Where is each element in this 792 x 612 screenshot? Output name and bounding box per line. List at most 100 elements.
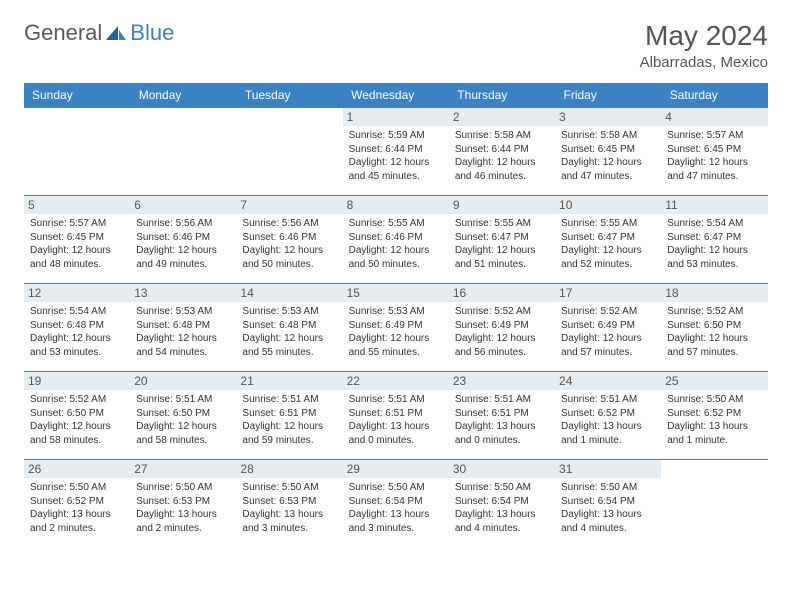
calendar-day: 12Sunrise: 5:54 AMSunset: 6:48 PMDayligh…: [24, 284, 130, 372]
daylight-text-1: Daylight: 13 hours: [561, 420, 655, 434]
sunrise-text: Sunrise: 5:50 AM: [349, 481, 443, 495]
daylight-text-1: Daylight: 12 hours: [561, 244, 655, 258]
day-info: Sunrise: 5:51 AMSunset: 6:51 PMDaylight:…: [349, 393, 443, 447]
day-info: Sunrise: 5:52 AMSunset: 6:50 PMDaylight:…: [667, 305, 761, 359]
daylight-text-1: Daylight: 12 hours: [561, 156, 655, 170]
day-info: Sunrise: 5:50 AMSunset: 6:54 PMDaylight:…: [561, 481, 655, 535]
day-header-row: Sunday Monday Tuesday Wednesday Thursday…: [24, 83, 768, 108]
sunset-text: Sunset: 6:46 PM: [242, 231, 336, 245]
daylight-text-1: Daylight: 12 hours: [667, 332, 761, 346]
calendar-table: Sunday Monday Tuesday Wednesday Thursday…: [24, 83, 768, 548]
daylight-text-1: Daylight: 13 hours: [30, 508, 124, 522]
daylight-text-1: Daylight: 12 hours: [242, 244, 336, 258]
sunset-text: Sunset: 6:53 PM: [136, 495, 230, 509]
sunset-text: Sunset: 6:50 PM: [30, 407, 124, 421]
day-number: 30: [449, 460, 555, 478]
day-info: Sunrise: 5:55 AMSunset: 6:47 PMDaylight:…: [455, 217, 549, 271]
day-info: Sunrise: 5:58 AMSunset: 6:44 PMDaylight:…: [455, 129, 549, 183]
daylight-text-2: and 45 minutes.: [349, 170, 443, 184]
daylight-text-2: and 50 minutes.: [242, 258, 336, 272]
daylight-text-1: Daylight: 13 hours: [349, 508, 443, 522]
calendar-day: 24Sunrise: 5:51 AMSunset: 6:52 PMDayligh…: [555, 372, 661, 460]
sunset-text: Sunset: 6:54 PM: [561, 495, 655, 509]
sunset-text: Sunset: 6:51 PM: [349, 407, 443, 421]
sunset-text: Sunset: 6:47 PM: [667, 231, 761, 245]
title-block: May 2024 Albarradas, Mexico: [640, 20, 768, 71]
sunrise-text: Sunrise: 5:58 AM: [561, 129, 655, 143]
daylight-text-2: and 2 minutes.: [30, 522, 124, 536]
daylight-text-1: Daylight: 13 hours: [136, 508, 230, 522]
daylight-text-2: and 4 minutes.: [561, 522, 655, 536]
calendar-day: 4Sunrise: 5:57 AMSunset: 6:45 PMDaylight…: [661, 108, 767, 196]
sunset-text: Sunset: 6:48 PM: [30, 319, 124, 333]
calendar-day: 22 Sunrise: 5:51 AMSunset: 6:51 PMDayligh…: [343, 372, 449, 460]
day-number: 22: [343, 372, 449, 390]
day-number: 27: [130, 460, 236, 478]
day-info: Sunrise: 5:52 AMSunset: 6:49 PMDaylight:…: [455, 305, 549, 359]
day-number: 13: [130, 284, 236, 302]
day-info: Sunrise: 5:51 AMSunset: 6:52 PMDaylight:…: [561, 393, 655, 447]
daylight-text-1: Daylight: 12 hours: [136, 332, 230, 346]
calendar-day: 13Sunrise: 5:53 AMSunset: 6:48 PMDayligh…: [130, 284, 236, 372]
day-info: Sunrise: 5:52 AMSunset: 6:50 PMDaylight:…: [30, 393, 124, 447]
calendar-day: 16Sunrise: 5:52 AMSunset: 6:49 PMDayligh…: [449, 284, 555, 372]
day-header: Wednesday: [343, 83, 449, 108]
sunset-text: Sunset: 6:49 PM: [349, 319, 443, 333]
sunset-text: Sunset: 6:49 PM: [561, 319, 655, 333]
calendar-day: 11 Sunrise: 5:54 AMSunset: 6:47 PMDayligh…: [661, 196, 767, 284]
sunset-text: Sunset: 6:49 PM: [455, 319, 549, 333]
daylight-text-2: and 2 minutes.: [136, 522, 230, 536]
sunset-text: Sunset: 6:51 PM: [242, 407, 336, 421]
daylight-text-2: and 46 minutes.: [455, 170, 549, 184]
sunrise-text: Sunrise: 5:50 AM: [136, 481, 230, 495]
sunset-text: Sunset: 6:54 PM: [349, 495, 443, 509]
calendar-day: 31 Sunrise: 5:50 AMSunset: 6:54 PMDayligh…: [555, 460, 661, 548]
brand-logo: General Blue: [24, 20, 174, 46]
calendar-day: 19Sunrise: 5:52 AMSunset: 6:50 PMDayligh…: [24, 372, 130, 460]
day-number: 5: [24, 196, 130, 214]
daylight-text-1: Daylight: 12 hours: [242, 332, 336, 346]
daylight-text-2: and 53 minutes.: [30, 346, 124, 360]
day-number: 10: [555, 196, 661, 214]
daylight-text-1: Daylight: 12 hours: [30, 420, 124, 434]
daylight-text-2: and 53 minutes.: [667, 258, 761, 272]
day-info: Sunrise: 5:51 AMSunset: 6:51 PMDaylight:…: [242, 393, 336, 447]
daylight-text-1: Daylight: 13 hours: [667, 420, 761, 434]
day-info: Sunrise: 5:51 AMSunset: 6:51 PMDaylight:…: [455, 393, 549, 447]
calendar-week: 26Sunrise: 5:50 AMSunset: 6:52 PMDayligh…: [24, 460, 768, 548]
daylight-text-2: and 4 minutes.: [455, 522, 549, 536]
sunset-text: Sunset: 6:54 PM: [455, 495, 549, 509]
day-info: Sunrise: 5:54 AMSunset: 6:47 PMDaylight:…: [667, 217, 761, 271]
calendar-day: 1Sunrise: 5:59 AMSunset: 6:44 PMDaylight…: [343, 108, 449, 196]
calendar-week: 19Sunrise: 5:52 AMSunset: 6:50 PMDayligh…: [24, 372, 768, 460]
sunset-text: Sunset: 6:45 PM: [561, 143, 655, 157]
sunset-text: Sunset: 6:52 PM: [667, 407, 761, 421]
daylight-text-2: and 3 minutes.: [349, 522, 443, 536]
day-number: 20: [130, 372, 236, 390]
month-title: May 2024: [640, 20, 768, 52]
sunset-text: Sunset: 6:48 PM: [136, 319, 230, 333]
sunset-text: Sunset: 6:45 PM: [667, 143, 761, 157]
day-number: 11: [661, 196, 767, 214]
day-number: 17: [555, 284, 661, 302]
day-number: 15: [343, 284, 449, 302]
daylight-text-2: and 1 minute.: [667, 434, 761, 448]
sunrise-text: Sunrise: 5:50 AM: [242, 481, 336, 495]
calendar-day: 21Sunrise: 5:51 AMSunset: 6:51 PMDayligh…: [236, 372, 342, 460]
sunset-text: Sunset: 6:52 PM: [561, 407, 655, 421]
day-info: Sunrise: 5:50 AMSunset: 6:53 PMDaylight:…: [242, 481, 336, 535]
daylight-text-2: and 3 minutes.: [242, 522, 336, 536]
calendar-day: 2 Sunrise: 5:58 AMSunset: 6:44 PMDaylight…: [449, 108, 555, 196]
day-number: 2: [449, 108, 555, 126]
day-info: Sunrise: 5:50 AMSunset: 6:54 PMDaylight:…: [455, 481, 549, 535]
daylight-text-2: and 0 minutes.: [349, 434, 443, 448]
sunset-text: Sunset: 6:44 PM: [349, 143, 443, 157]
calendar-day-empty: [661, 460, 767, 548]
day-number: 31: [555, 460, 661, 478]
day-info: Sunrise: 5:50 AMSunset: 6:53 PMDaylight:…: [136, 481, 230, 535]
daylight-text-1: Daylight: 13 hours: [455, 508, 549, 522]
calendar-body: 1Sunrise: 5:59 AMSunset: 6:44 PMDaylight…: [24, 108, 768, 548]
daylight-text-1: Daylight: 12 hours: [136, 420, 230, 434]
daylight-text-2: and 57 minutes.: [561, 346, 655, 360]
sunrise-text: Sunrise: 5:55 AM: [455, 217, 549, 231]
